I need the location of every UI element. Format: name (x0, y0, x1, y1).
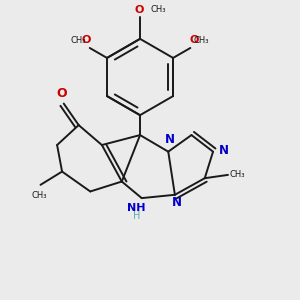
Text: H: H (133, 211, 140, 221)
Text: CH₃: CH₃ (71, 36, 86, 45)
Text: N: N (165, 133, 175, 146)
Text: O: O (57, 87, 68, 100)
Text: CH₃: CH₃ (230, 170, 245, 179)
Text: CH₃: CH₃ (194, 36, 209, 45)
Text: O: O (190, 35, 199, 45)
Text: CH₃: CH₃ (151, 5, 166, 14)
Text: O: O (81, 35, 90, 45)
Text: N: N (172, 196, 182, 209)
Text: CH₃: CH₃ (31, 191, 46, 200)
Text: O: O (135, 4, 144, 15)
Text: N: N (219, 144, 229, 157)
Text: NH: NH (128, 203, 146, 213)
